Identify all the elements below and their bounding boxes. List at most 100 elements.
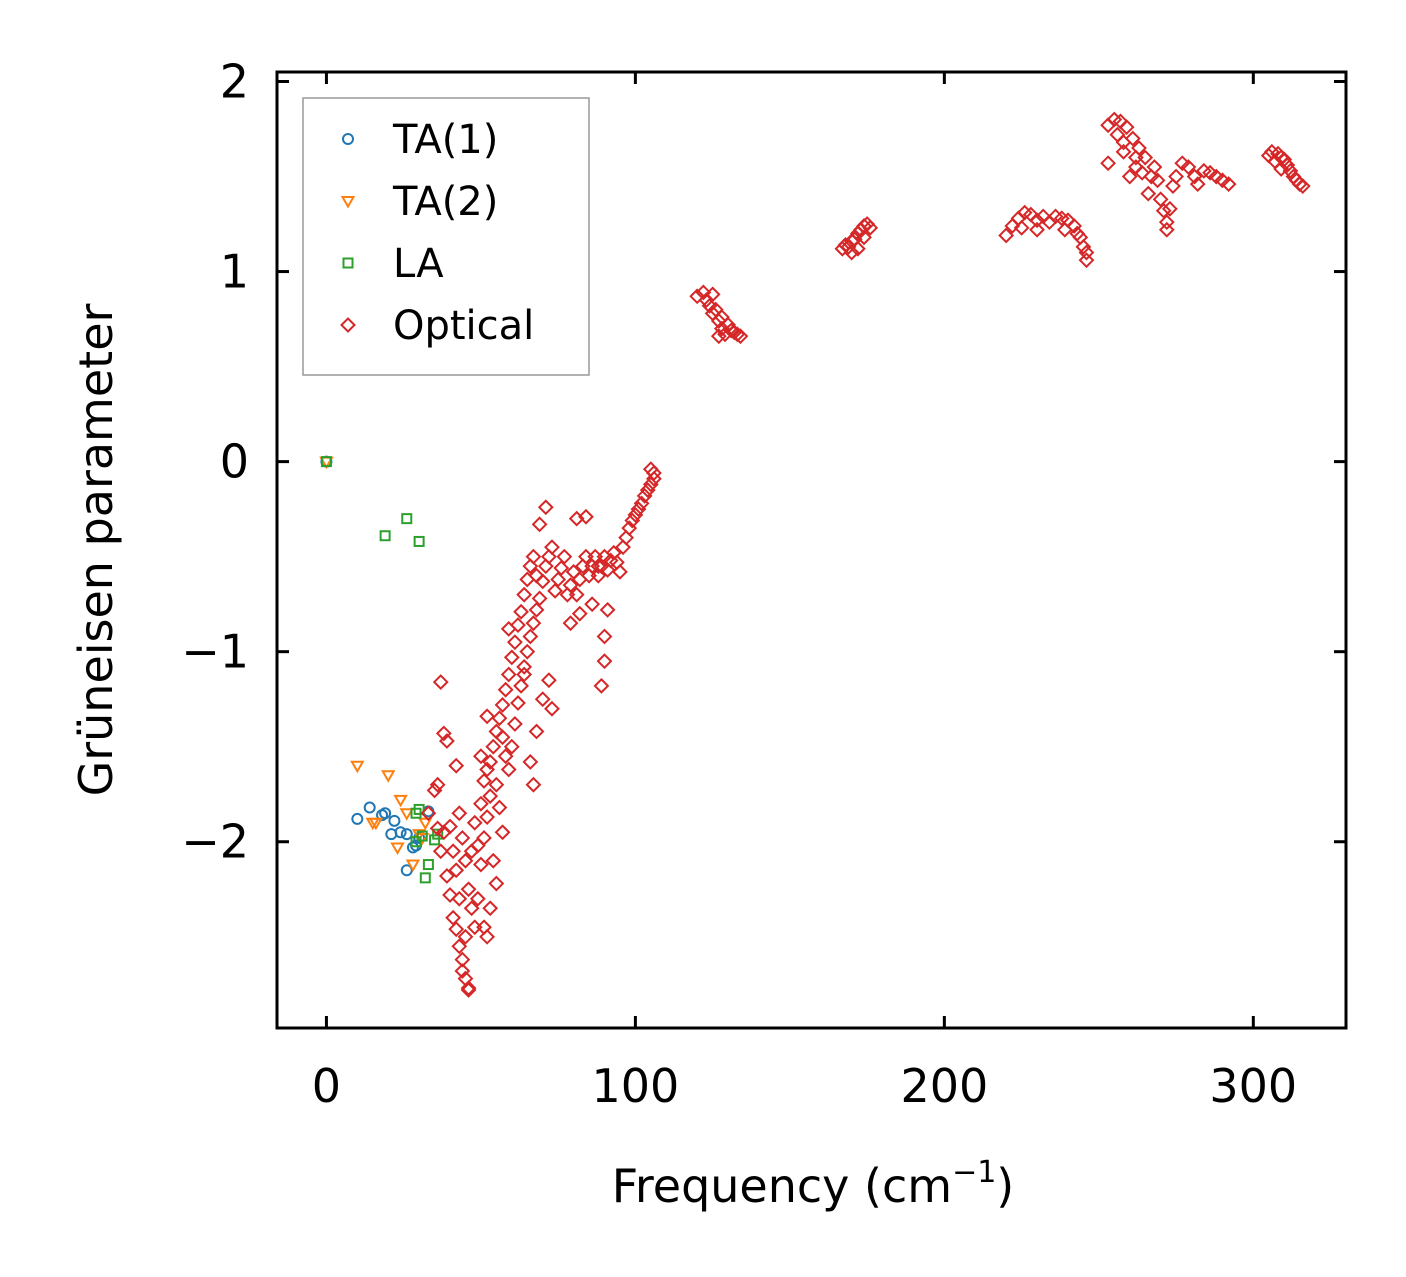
point-1-1 — [350, 760, 365, 774]
point-3-170 — [998, 227, 1015, 244]
point-2-3 — [413, 535, 425, 547]
point-3-43 — [476, 773, 492, 789]
point-3-99 — [642, 461, 659, 478]
x-tick-label-2: 200 — [900, 1059, 988, 1113]
point-3-15 — [454, 951, 471, 968]
point-3-104 — [506, 715, 523, 732]
point-1-2 — [380, 770, 396, 783]
point-3-185 — [1013, 219, 1030, 236]
point-3-156 — [713, 309, 730, 326]
point-3-120 — [500, 620, 517, 637]
point-3-50 — [500, 666, 517, 683]
y-tick-label-0: −2 — [181, 815, 249, 869]
point-3-222 — [1143, 168, 1160, 185]
legend-marker-2 — [342, 257, 354, 269]
point-3-123 — [537, 499, 554, 516]
legend-label-1: TA(2) — [392, 179, 498, 225]
point-3-51 — [503, 649, 520, 666]
point-3-57 — [522, 558, 539, 575]
point-0-4 — [379, 807, 392, 820]
point-3-19 — [460, 982, 477, 998]
point-3-90 — [624, 512, 641, 529]
point-3-125 — [578, 508, 594, 525]
point-3-101 — [497, 748, 514, 765]
point-3-199 — [1100, 155, 1117, 172]
point-2-6 — [416, 830, 428, 842]
point-3-13 — [448, 921, 465, 938]
point-3-201 — [1140, 185, 1157, 202]
point-3-5 — [439, 733, 455, 749]
point-3-108 — [519, 643, 536, 660]
point-3-113 — [491, 799, 508, 816]
y-axis-title: Grüneisen parameter — [69, 303, 123, 796]
point-3-128 — [593, 677, 610, 694]
data-marks — [319, 111, 1311, 998]
point-1-7 — [399, 808, 414, 821]
point-3-122 — [531, 516, 548, 533]
point-3-115 — [485, 852, 502, 869]
point-3-38 — [479, 708, 496, 725]
point-3-24 — [442, 818, 458, 835]
point-3-166 — [862, 219, 879, 236]
x-tick-label-0: 0 — [312, 1059, 341, 1113]
point-3-94 — [636, 487, 653, 504]
point-2-9 — [429, 834, 441, 846]
point-3-212 — [1180, 159, 1197, 175]
point-3-28 — [460, 881, 477, 898]
point-1-4 — [365, 817, 381, 831]
point-3-79 — [590, 567, 607, 584]
point-3-186 — [1029, 221, 1045, 238]
x-axis-title-main: Frequency (cm — [612, 1159, 952, 1213]
point-3-49 — [497, 681, 514, 698]
point-3-121 — [516, 666, 533, 683]
point-0-1 — [351, 812, 364, 825]
point-2-8 — [419, 872, 431, 884]
point-3-187 — [1056, 221, 1073, 238]
legend-label-2: LA — [393, 241, 444, 287]
point-3-135 — [544, 700, 560, 717]
point-3-26 — [454, 830, 471, 846]
point-3-181 — [1066, 218, 1083, 234]
point-3-206 — [1158, 214, 1175, 231]
point-2-5 — [413, 803, 425, 815]
x-axis-title-superscript: −1 — [952, 1155, 996, 1190]
point-3-154 — [710, 328, 727, 345]
point-3-153 — [732, 328, 749, 345]
point-3-208 — [1161, 200, 1178, 217]
point-2-1 — [379, 530, 391, 542]
point-0-7 — [394, 826, 407, 839]
point-3-107 — [516, 658, 533, 675]
point-3-53 — [510, 617, 526, 633]
point-3-6 — [448, 757, 465, 774]
point-3-116 — [488, 875, 505, 892]
point-3-155 — [704, 305, 721, 322]
point-3-62 — [537, 558, 554, 575]
point-3-92 — [630, 501, 647, 518]
y-tick-label-1: −1 — [181, 625, 249, 679]
point-3-25 — [451, 805, 468, 822]
point-3-157 — [834, 240, 851, 257]
point-3-22 — [448, 862, 465, 879]
point-3-220 — [1127, 149, 1144, 166]
point-3-88 — [618, 529, 635, 546]
point-3-106 — [513, 677, 529, 694]
point-3-198 — [1121, 168, 1138, 185]
point-3-237 — [1273, 161, 1290, 177]
point-3-209 — [1165, 178, 1181, 194]
point-3-136 — [534, 691, 551, 708]
point-3-203 — [1149, 172, 1166, 189]
point-3-3 — [432, 674, 449, 691]
point-3-42 — [472, 795, 489, 812]
series-la — [320, 456, 444, 884]
point-3-131 — [562, 615, 579, 632]
point-0-6 — [388, 814, 401, 827]
point-3-86 — [612, 563, 628, 580]
point-3-214 — [1189, 176, 1206, 193]
point-3-167 — [843, 244, 860, 261]
legend-marker-0 — [342, 133, 354, 145]
x-axis-title-close: ) — [996, 1159, 1014, 1213]
point-1-8 — [405, 859, 421, 873]
point-3-141 — [695, 284, 712, 301]
point-3-23 — [445, 843, 462, 860]
y-tick-label-4: 2 — [220, 55, 249, 109]
